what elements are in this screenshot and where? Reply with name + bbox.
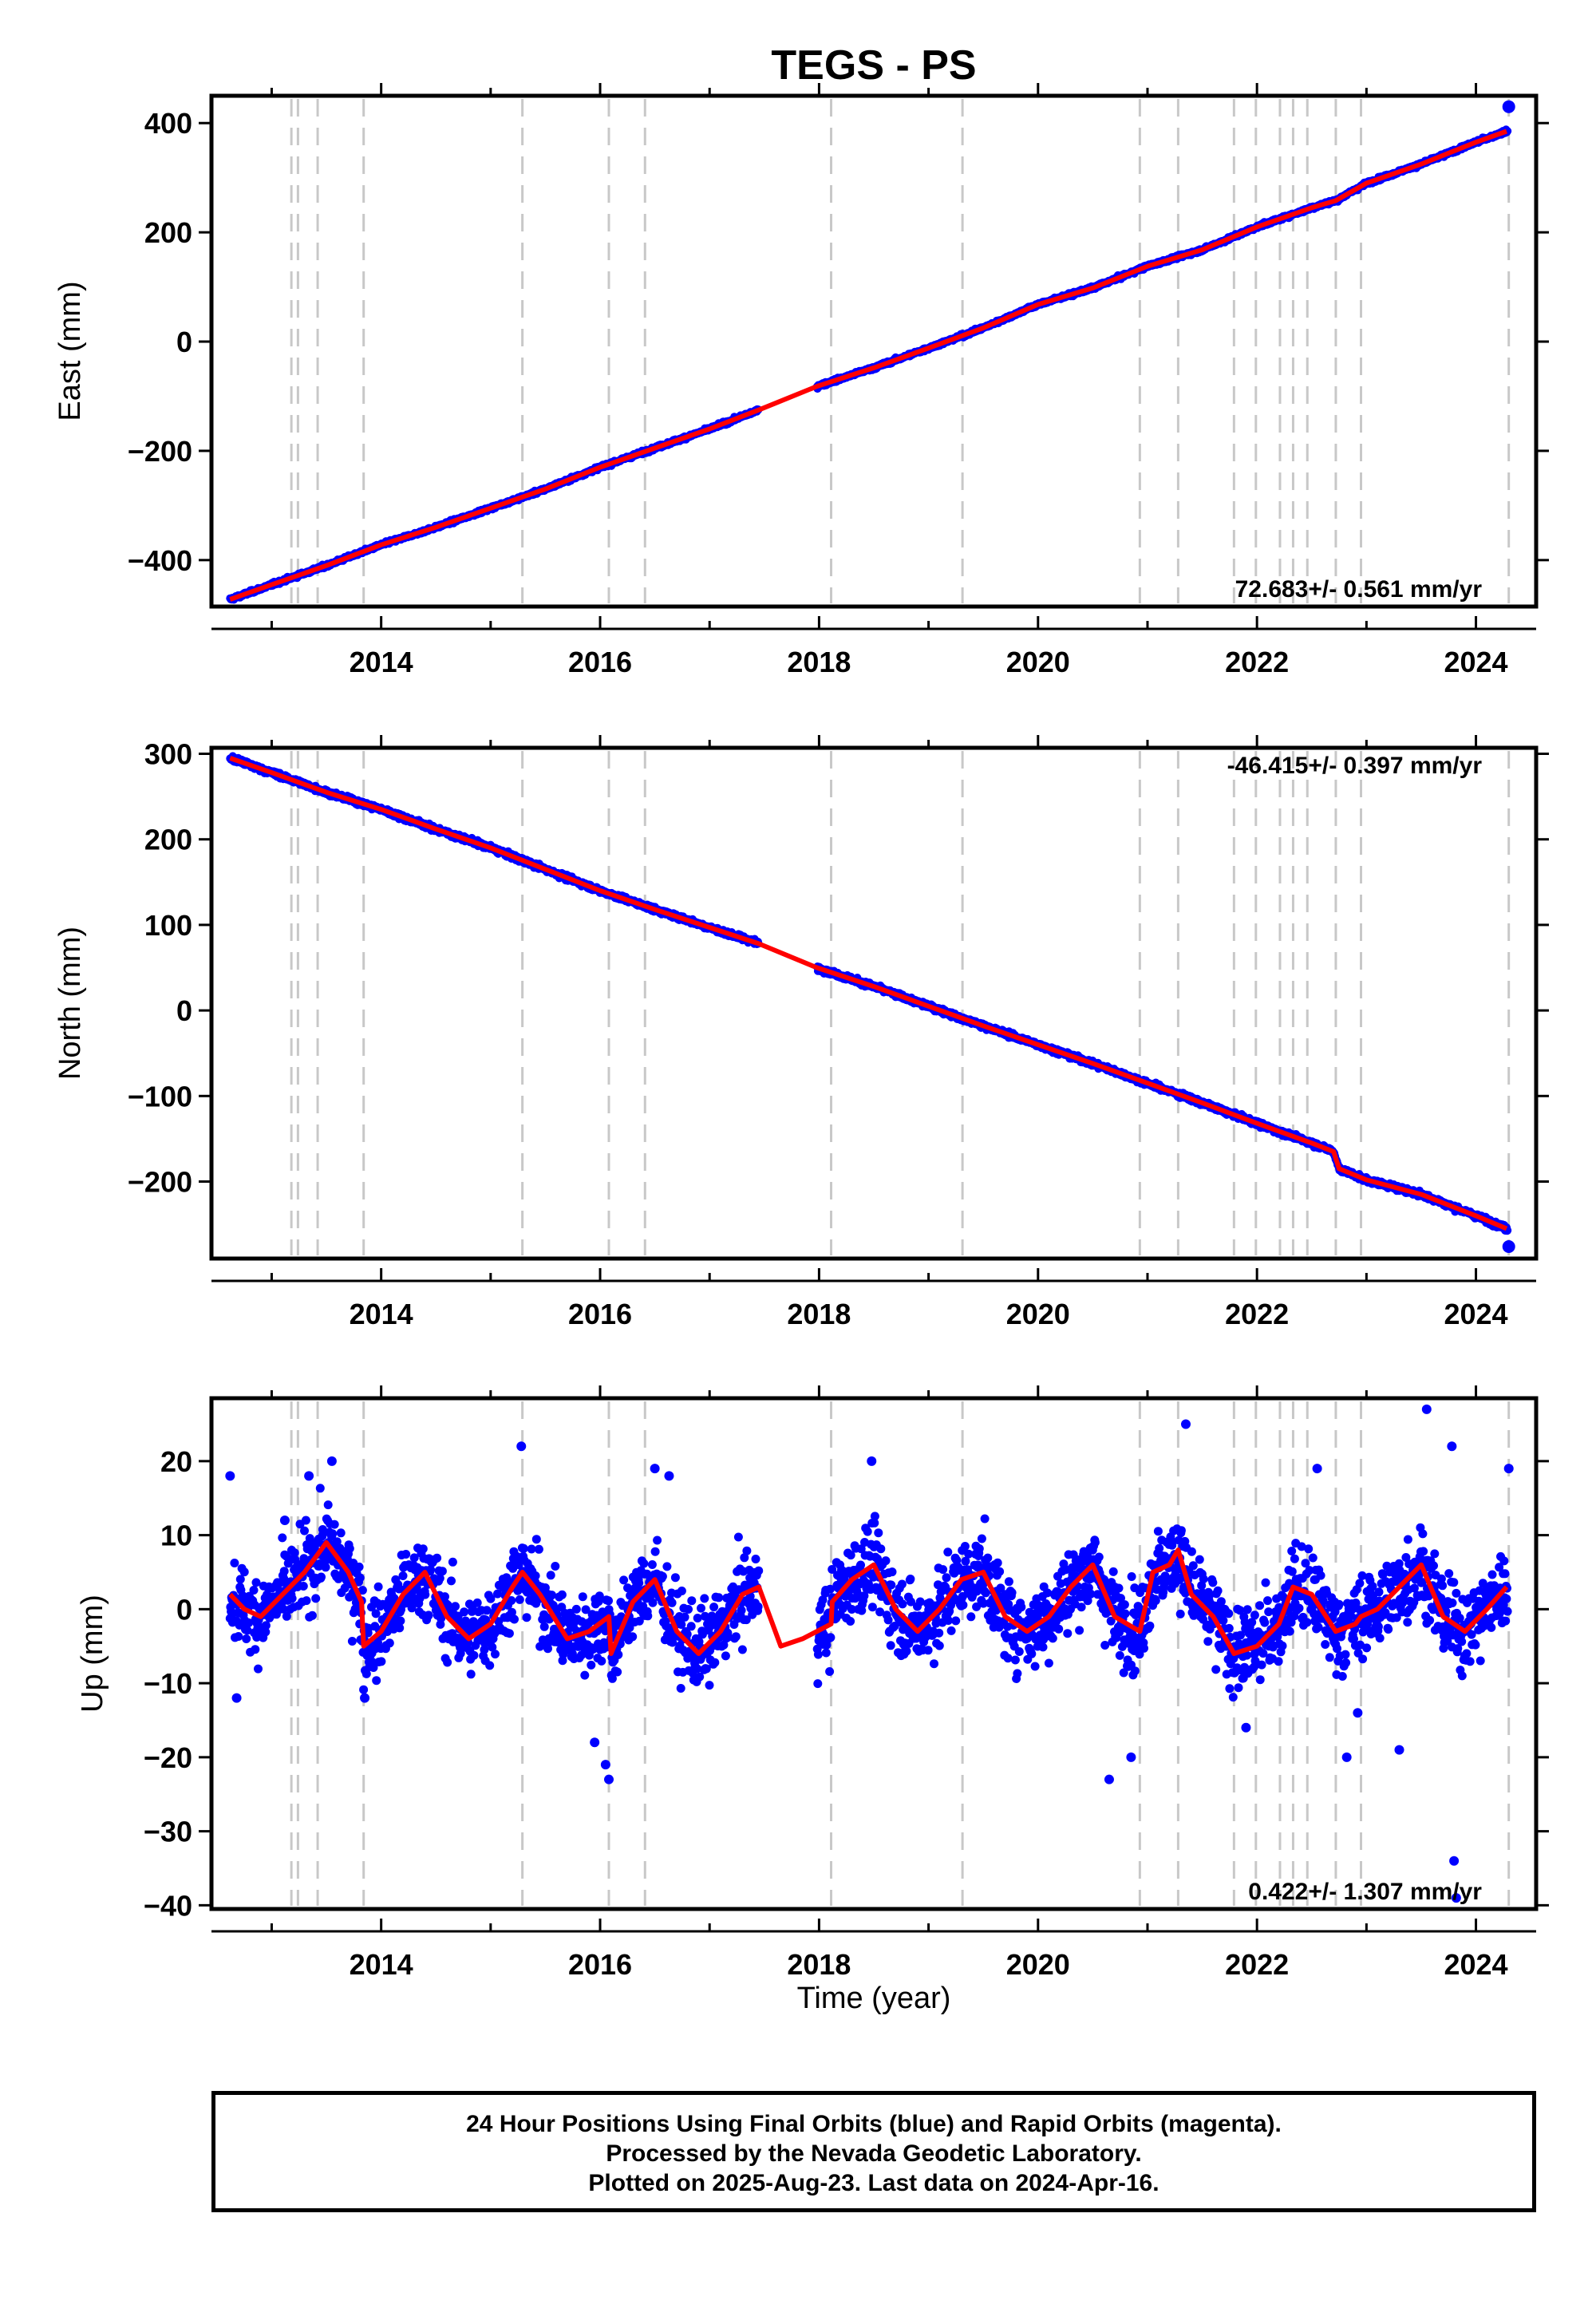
y-axis-label: East (mm) [53, 281, 87, 421]
y-tick-label: −400 [128, 544, 192, 577]
plot-area [226, 100, 1515, 604]
last-data-point [1502, 100, 1515, 113]
panel-east: −400 −200 0 200 400 2014 2016 2018 2020 2022 2024 E… [53, 83, 1549, 678]
plot-area [226, 752, 1515, 1253]
x-tick-label: 2020 [1006, 646, 1070, 678]
x-tick-label: 2024 [1444, 646, 1507, 678]
y-tick-label: 200 [144, 216, 192, 249]
x-tick-label: 2016 [568, 646, 632, 678]
y-tick-label: −200 [128, 435, 192, 468]
x-tick-label: 2022 [1225, 646, 1289, 678]
x-tick-label: 2014 [350, 646, 413, 678]
chart-title: TEGS - PS [771, 42, 976, 89]
y-tick-label: 0 [176, 326, 192, 358]
panels: −400 −200 0 200 400 2014 2016 2018 2020 2022 2024 E… [53, 83, 1549, 1981]
y-tick-label: 400 [144, 107, 192, 140]
rate-label: 72.683+/- 0.561 mm/yr [1235, 576, 1483, 603]
panel-frame [209, 93, 1539, 609]
model-line [229, 128, 1508, 602]
x-tick-label: 2018 [787, 646, 851, 678]
